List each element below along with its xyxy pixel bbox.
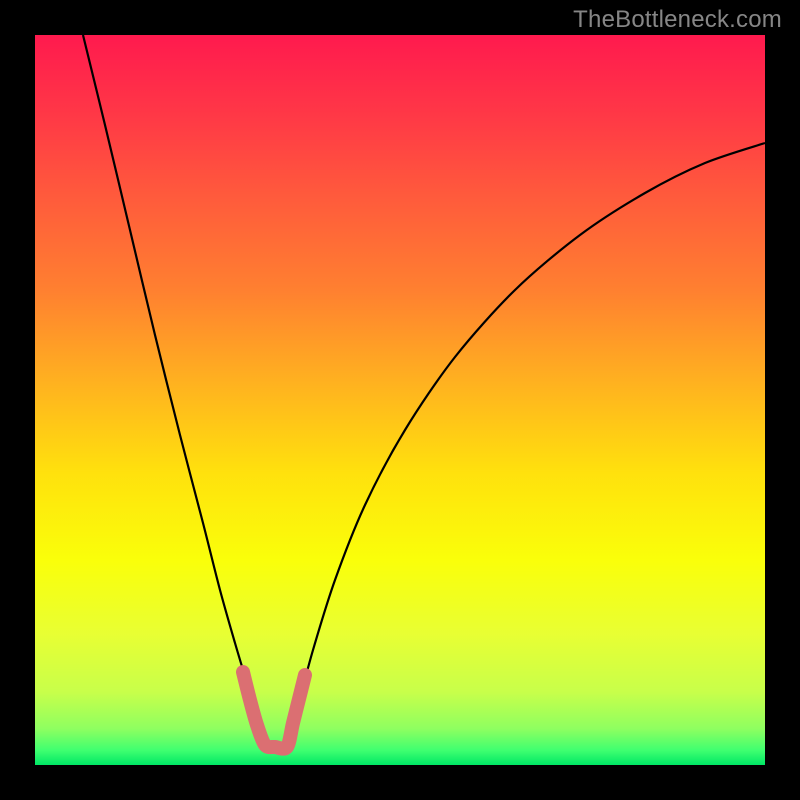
main-curve: [83, 35, 765, 750]
watermark-text: TheBottleneck.com: [573, 6, 782, 34]
plot-area: [35, 35, 765, 765]
curve-layer: [35, 35, 765, 765]
marker-path: [243, 672, 305, 749]
